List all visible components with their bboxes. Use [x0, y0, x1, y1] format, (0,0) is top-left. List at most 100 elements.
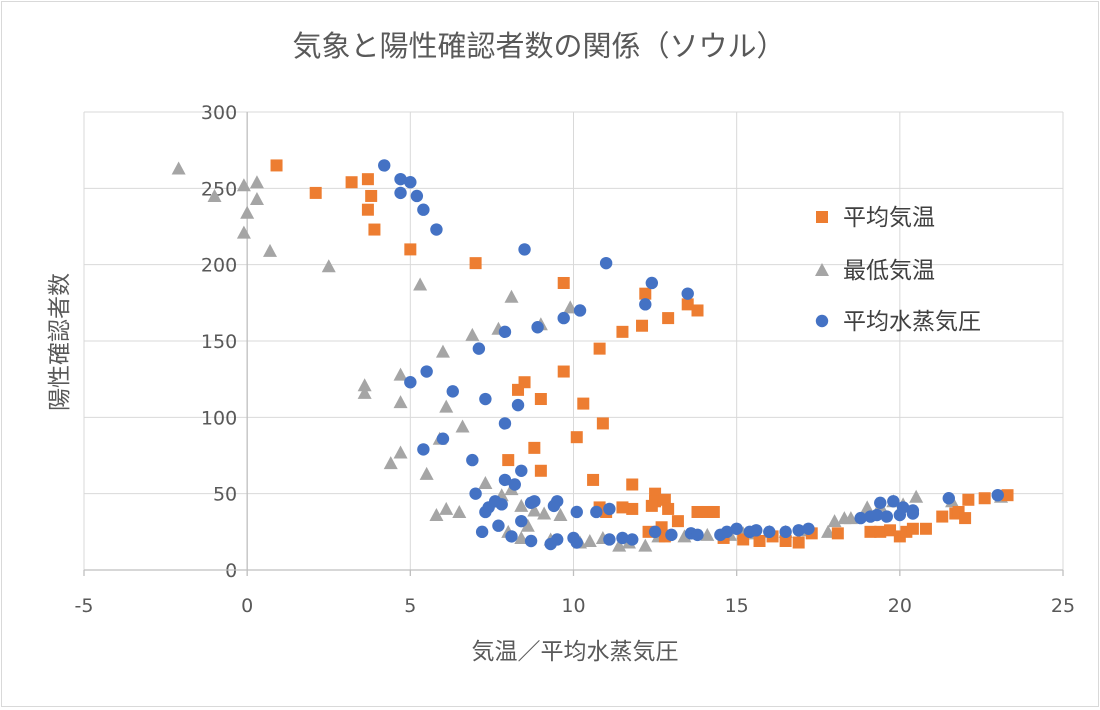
- y-tick-label: 50: [213, 484, 237, 506]
- data-point-circle: [570, 505, 583, 519]
- data-point-square: [639, 287, 652, 300]
- data-point-circle: [505, 530, 518, 543]
- data-point-triangle: [514, 498, 529, 512]
- data-point-square: [936, 510, 949, 523]
- data-point-circle: [874, 496, 887, 510]
- legend-label: 平均水蒸気圧: [843, 309, 981, 335]
- x-axis-label: 気温／平均水蒸気圧: [472, 639, 679, 665]
- data-point-circle: [515, 514, 528, 528]
- data-point-square: [864, 525, 877, 538]
- data-point-circle: [665, 528, 678, 542]
- data-point-triangle: [240, 205, 255, 219]
- data-point-square: [753, 534, 766, 547]
- data-point-triangle: [207, 188, 222, 202]
- data-point-square: [884, 524, 897, 537]
- data-point-square: [528, 441, 541, 454]
- data-point-circle: [417, 443, 430, 456]
- data-point-triangle: [357, 378, 372, 392]
- data-point-triangle: [439, 501, 454, 515]
- data-point-circle: [524, 496, 538, 510]
- data-point-circle: [515, 464, 528, 477]
- data-point-triangle: [263, 243, 278, 257]
- legend-marker-square: [816, 211, 828, 223]
- data-point-circle: [466, 453, 479, 467]
- data-point-triangle: [860, 500, 875, 514]
- data-point-triangle: [393, 445, 408, 459]
- data-point-square: [368, 223, 381, 236]
- data-point-square: [616, 501, 629, 514]
- data-point-square: [570, 431, 583, 444]
- data-point-triangle: [249, 175, 264, 189]
- data-points: [171, 159, 1014, 552]
- data-point-triangle: [478, 475, 493, 489]
- y-tick-label: 0: [225, 560, 237, 582]
- data-point-circle: [854, 511, 867, 525]
- data-point-triangle: [700, 527, 715, 541]
- data-point-square: [1001, 489, 1014, 502]
- data-point-square: [874, 525, 887, 538]
- data-point-circle: [639, 298, 652, 311]
- data-point-square: [831, 527, 844, 540]
- data-point-square: [645, 499, 658, 512]
- data-point-square: [404, 243, 417, 256]
- data-point-circle: [730, 522, 743, 535]
- data-point-square: [978, 492, 991, 505]
- data-point-square: [626, 478, 639, 491]
- data-point-square: [557, 365, 570, 378]
- data-point-square: [919, 522, 932, 535]
- data-point-circle: [547, 499, 561, 513]
- data-point-triangle: [439, 399, 454, 413]
- data-point-square: [587, 473, 600, 486]
- x-tick-label: 0: [241, 595, 253, 617]
- data-point-triangle: [236, 225, 251, 239]
- data-point-triangle: [435, 344, 450, 358]
- data-point-circle: [792, 524, 805, 537]
- data-point-square: [671, 515, 684, 528]
- data-point-circle: [763, 525, 776, 539]
- data-point-square: [707, 505, 720, 518]
- data-point-circle: [645, 276, 659, 290]
- data-point-circle: [590, 505, 603, 519]
- data-point-circle: [469, 487, 482, 500]
- chart-title: 気象と陽性確認者数の関係（ソウル）: [292, 29, 785, 63]
- data-point-circle: [870, 508, 884, 522]
- data-point-circle: [550, 533, 564, 546]
- data-point-square: [361, 203, 374, 216]
- data-point-square: [534, 393, 547, 406]
- data-point-circle: [570, 536, 583, 549]
- data-point-square: [596, 417, 609, 430]
- data-point-circle: [573, 304, 587, 317]
- data-point-triangle: [520, 518, 535, 532]
- legend-label: 最低気温: [843, 258, 935, 284]
- data-point-triangle: [413, 277, 428, 291]
- x-tick-label: 5: [404, 595, 416, 617]
- data-point-circle: [508, 478, 521, 491]
- y-tick-label: 250: [201, 178, 237, 200]
- data-point-triangle: [821, 524, 836, 538]
- data-point-circle: [475, 525, 489, 539]
- data-point-circle: [991, 488, 1004, 502]
- data-point-square: [626, 502, 639, 515]
- data-point-square: [658, 493, 671, 506]
- data-point-square: [270, 159, 283, 172]
- data-point-square: [792, 536, 805, 549]
- data-point-circle: [479, 505, 492, 519]
- data-point-square: [577, 397, 590, 410]
- data-point-triangle: [582, 533, 597, 547]
- x-tick-label: -5: [75, 595, 94, 617]
- data-point-triangle: [357, 385, 372, 399]
- data-point-circle: [417, 203, 430, 216]
- data-point-triangle: [393, 367, 408, 381]
- data-point-circle: [942, 492, 955, 505]
- data-point-triangle: [537, 506, 552, 520]
- data-point-triangle: [321, 259, 336, 273]
- data-point-square: [691, 505, 704, 518]
- data-point-square: [557, 276, 570, 289]
- data-point-circle: [498, 417, 512, 430]
- data-point-circle: [906, 507, 920, 520]
- data-point-square: [469, 257, 482, 270]
- data-point-circle: [626, 533, 639, 546]
- data-point-circle: [691, 528, 704, 542]
